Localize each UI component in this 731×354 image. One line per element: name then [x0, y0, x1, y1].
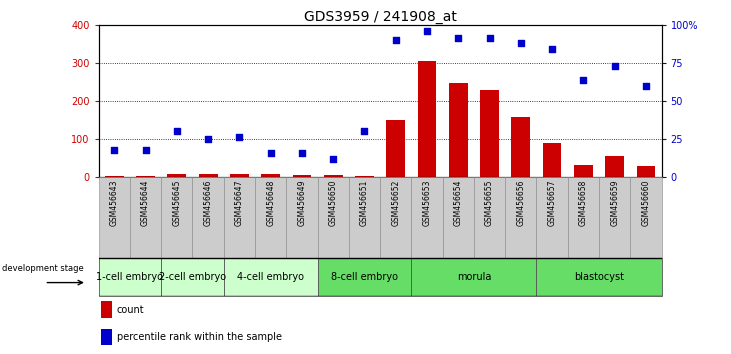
- Bar: [387, 120, 405, 177]
- Text: GSM456647: GSM456647: [235, 179, 244, 226]
- Bar: [292, 175, 311, 177]
- Point: [171, 129, 183, 134]
- Point: [577, 77, 589, 82]
- Bar: [574, 165, 593, 177]
- Text: GSM456654: GSM456654: [454, 179, 463, 226]
- Text: 2-cell embryo: 2-cell embryo: [159, 272, 226, 282]
- Bar: [537, 177, 568, 258]
- Point: [484, 36, 496, 41]
- Bar: [605, 156, 624, 177]
- Text: 8-cell embryo: 8-cell embryo: [331, 272, 398, 282]
- Bar: [568, 177, 599, 258]
- Text: development stage: development stage: [2, 264, 84, 273]
- Point: [265, 150, 276, 155]
- Text: GSM456659: GSM456659: [610, 179, 619, 226]
- Bar: [287, 177, 317, 258]
- Bar: [412, 258, 537, 296]
- Text: GSM456652: GSM456652: [391, 179, 401, 226]
- Point: [327, 156, 339, 161]
- Point: [140, 147, 151, 153]
- Text: count: count: [117, 304, 144, 315]
- Point: [640, 83, 652, 88]
- Bar: [162, 258, 224, 296]
- Point: [515, 40, 527, 46]
- Bar: [136, 176, 155, 177]
- Title: GDS3959 / 241908_at: GDS3959 / 241908_at: [303, 10, 457, 24]
- Bar: [167, 174, 186, 177]
- Text: 4-cell embryo: 4-cell embryo: [237, 272, 304, 282]
- Bar: [412, 177, 443, 258]
- Point: [202, 136, 214, 142]
- Bar: [480, 90, 499, 177]
- Bar: [130, 177, 162, 258]
- Text: GSM456658: GSM456658: [579, 179, 588, 226]
- Bar: [162, 177, 192, 258]
- Point: [296, 150, 308, 155]
- Bar: [224, 258, 317, 296]
- Text: GSM456649: GSM456649: [298, 179, 306, 226]
- Bar: [417, 61, 436, 177]
- Bar: [380, 177, 412, 258]
- Point: [359, 129, 371, 134]
- Text: GSM456656: GSM456656: [516, 179, 526, 226]
- Text: GSM456653: GSM456653: [423, 179, 431, 226]
- Point: [234, 135, 246, 140]
- Bar: [542, 143, 561, 177]
- Bar: [599, 177, 630, 258]
- Text: blastocyst: blastocyst: [574, 272, 624, 282]
- Bar: [443, 177, 474, 258]
- Point: [390, 37, 401, 43]
- Bar: [449, 82, 468, 177]
- Point: [609, 63, 621, 69]
- Bar: [99, 258, 162, 296]
- Bar: [349, 177, 380, 258]
- Bar: [261, 174, 280, 177]
- Bar: [355, 176, 374, 177]
- Text: GSM456646: GSM456646: [204, 179, 213, 226]
- Text: GSM456655: GSM456655: [485, 179, 494, 226]
- Point: [546, 46, 558, 52]
- Bar: [324, 175, 343, 177]
- Bar: [199, 174, 218, 177]
- Point: [452, 36, 464, 41]
- Text: GSM456644: GSM456644: [141, 179, 150, 226]
- Text: GSM456648: GSM456648: [266, 179, 275, 226]
- Bar: [102, 329, 112, 345]
- Bar: [474, 177, 505, 258]
- Bar: [637, 166, 655, 177]
- Bar: [224, 177, 255, 258]
- Bar: [505, 177, 537, 258]
- Text: GSM456657: GSM456657: [548, 179, 556, 226]
- Text: 1-cell embryo: 1-cell embryo: [96, 272, 164, 282]
- Bar: [230, 174, 249, 177]
- Bar: [255, 177, 287, 258]
- Text: percentile rank within the sample: percentile rank within the sample: [117, 332, 281, 342]
- Bar: [105, 176, 124, 177]
- Text: GSM456651: GSM456651: [360, 179, 369, 226]
- Bar: [317, 258, 412, 296]
- Text: GSM456645: GSM456645: [173, 179, 181, 226]
- Bar: [99, 177, 130, 258]
- Bar: [537, 258, 662, 296]
- Bar: [512, 117, 530, 177]
- Text: GSM456650: GSM456650: [329, 179, 338, 226]
- Text: morula: morula: [457, 272, 491, 282]
- Bar: [317, 177, 349, 258]
- Point: [421, 28, 433, 34]
- Point: [108, 147, 120, 153]
- Bar: [102, 302, 112, 318]
- Text: GSM456643: GSM456643: [110, 179, 119, 226]
- Bar: [630, 177, 662, 258]
- Bar: [192, 177, 224, 258]
- Text: GSM456660: GSM456660: [641, 179, 651, 226]
